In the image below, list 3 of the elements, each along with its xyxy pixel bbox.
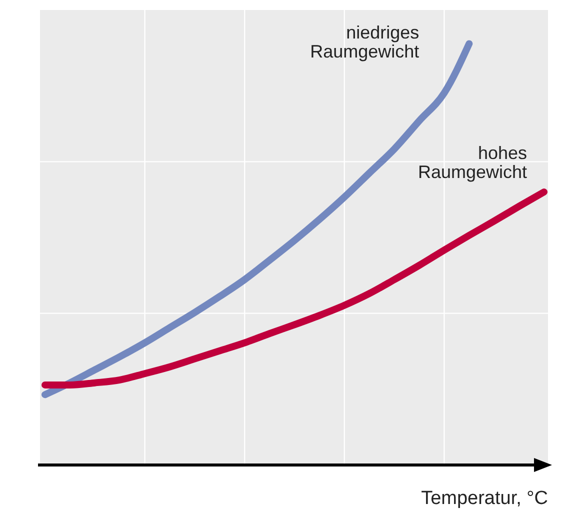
- text: niedriges Raumgewicht: [310, 22, 420, 62]
- series-label: hohes Raumgewicht: [418, 143, 528, 182]
- x-axis-title: Temperatur, °C: [421, 488, 548, 510]
